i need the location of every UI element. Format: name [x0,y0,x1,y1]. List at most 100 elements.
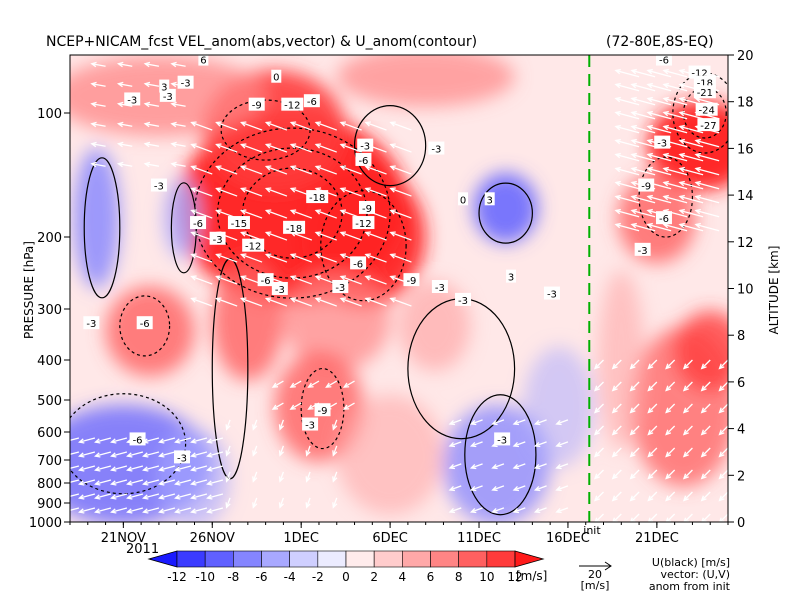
velocity-vector-shaft [118,163,133,167]
velocity-vector-shaft [492,507,505,513]
pressure-tick-label: 400 [37,354,62,369]
contour-label-box [159,79,170,93]
velocity-vector [90,61,106,68]
velocity-vector-shaft [279,497,285,508]
velocity-vector [647,381,658,392]
velocity-vector-head [678,110,685,117]
contour-label-box [455,292,472,306]
velocity-vector-head [630,124,637,131]
velocity-vector-head [314,209,322,215]
velocity-vector-shaft [679,209,704,218]
velocity-vector-head [630,517,636,522]
velocity-vector-head [665,451,672,458]
velocity-vector-head [339,231,347,237]
velocity-vector-head [364,187,371,193]
velocity-vector-head [678,208,685,215]
contour-label-text: -12 [691,69,707,80]
velocity-vector [289,297,313,307]
velocity-vector [342,380,355,388]
velocity-vector-shaft [631,167,656,176]
velocity-vector [215,187,238,197]
velocity-vector [110,493,128,500]
velocity-vector-head [682,451,689,458]
velocity-vector [611,359,622,370]
velocity-vector-head [94,466,101,472]
velocity-vector [158,451,176,458]
velocity-vector-shaft [612,491,622,501]
contour-label-box [124,92,141,106]
contour-label: 0 [271,69,282,84]
velocity-vector-shaft [216,253,238,263]
velocity-vector [126,507,144,514]
velocity-vector [314,143,337,153]
velocity-vector-shaft [226,471,231,482]
velocity-vector [190,143,213,153]
contour-label: -3 [455,292,472,307]
velocity-vector-shaft [171,143,186,147]
contour-label: -6 [355,152,372,167]
velocity-vector [389,231,412,241]
velocity-vector-shaft [679,167,704,176]
velocity-vector-head [614,82,621,89]
contour-label-box [198,55,209,66]
velocity-vector-shaft [290,209,313,219]
velocity-vector-shaft [191,275,213,285]
vector-reference-value: 20 [588,568,602,581]
velocity-vector-head [90,121,97,128]
velocity-vector [678,222,704,232]
velocity-vector-head [305,450,311,457]
shading-patch [164,178,200,259]
velocity-vector-head [342,382,350,388]
velocity-vector [718,403,728,414]
velocity-vector-shaft [159,437,176,443]
velocity-vector [239,143,263,153]
velocity-vector [278,445,285,457]
velocity-vector [174,479,192,486]
velocity-vector [678,194,704,204]
velocity-vector [662,152,688,162]
velocity-vector-shaft [252,445,258,456]
velocity-vector-head [63,453,68,457]
contour-label-text: -9 [406,276,416,287]
velocity-vector [630,513,640,522]
contour-label-text: -3 [360,142,370,153]
velocity-vector-head [647,363,654,370]
velocity-vector [469,441,483,448]
velocity-vector [389,209,412,219]
velocity-vector [364,297,387,307]
altitude-axis-title: ALTITUDE [km] [767,246,781,335]
velocity-vector-head [646,152,653,159]
contour-label-box [227,216,250,230]
velocity-vector-head [614,166,621,173]
velocity-vector [364,275,387,285]
velocity-vector-head [678,166,685,173]
velocity-vector [94,451,112,458]
altitude-tick-label: 6 [737,376,745,391]
contour-label: -18 [306,190,329,204]
velocity-vector [339,165,362,175]
velocity-vector-shaft [701,513,711,522]
velocity-vector [700,447,711,458]
contour-label: -3 [150,178,167,193]
velocity-vector [174,493,192,500]
velocity-vector-head [126,508,133,514]
contour-labels: -6-15 -18 -12-18-9-12-6-9-3-6-3-6-3-9 -12 -6… [83,55,720,464]
velocity-vector-shaft [143,479,160,485]
velocity-vector-head [718,429,725,436]
velocity-vector-shaft [332,471,338,482]
velocity-vector-shaft [647,491,658,501]
velocity-vector [694,222,720,232]
velocity-vector-shaft [332,419,338,430]
velocity-vector-head [718,451,725,458]
contour-label-text: -3 [638,246,648,257]
velocity-vector [332,419,338,431]
velocity-vector [593,359,604,370]
velocity-vector-head [593,385,600,392]
velocity-vector-shaft [719,359,728,369]
velocity-vector [718,491,728,502]
velocity-vector [611,381,622,392]
velocity-vector-head [170,141,177,148]
velocity-vector-shaft [663,125,688,134]
velocity-vector-shaft [266,143,288,153]
contour-label: -18 [283,220,306,235]
